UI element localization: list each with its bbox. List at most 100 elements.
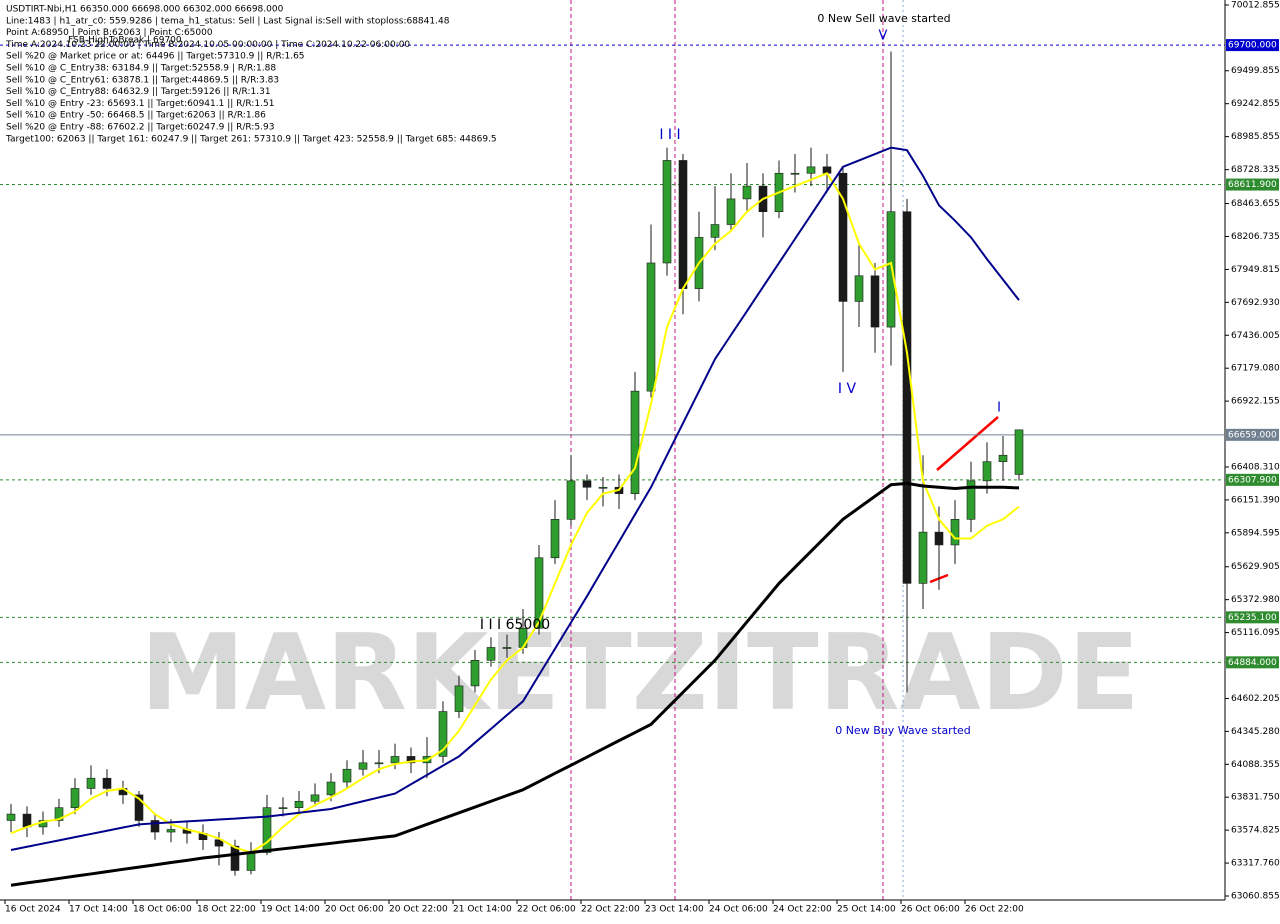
info-line: USDTIRT-Nbi,H1 66350.000 66698.000 66302… [6, 5, 284, 15]
candle-body [1014, 429, 1024, 475]
y-tick-label: 66922.155 [1231, 397, 1280, 407]
y-tick-label: 64345.280 [1231, 727, 1280, 737]
candle-body [646, 262, 656, 392]
candle-body [86, 777, 96, 789]
level-label-bg [1226, 473, 1279, 486]
y-tick-label: 63574.825 [1231, 826, 1280, 836]
candle-body [470, 659, 480, 687]
level-label-bg [1226, 611, 1279, 624]
y-tick-label: 67179.080 [1231, 364, 1280, 374]
candle-body [406, 756, 416, 764]
candle-body [278, 807, 288, 809]
trend-line [936, 416, 999, 471]
info-line: Sell %20 @ Entry -88: 67602.2 || Target:… [6, 123, 274, 133]
info-line: Sell %10 @ C_Entry61: 63878.1 || Target:… [6, 75, 279, 85]
x-tick-label: 18 Oct 06:00 [133, 905, 192, 915]
annotation: I I I [659, 127, 680, 143]
x-tick-label: 16 Oct 2024 [5, 905, 61, 915]
annotation: I V [838, 381, 857, 397]
y-tick-label: 65894.595 [1231, 528, 1280, 538]
level-label-bg [1226, 178, 1279, 191]
annotation: FSB-HighToBreak | 69700 [68, 36, 182, 46]
y-tick-label: 69242.855 [1231, 99, 1280, 109]
info-line: Time A:2024.10.23 22:00:00 | Time B:2024… [5, 40, 410, 50]
candle-body [70, 788, 80, 808]
candle-body [326, 781, 336, 796]
x-tick-label: 19 Oct 14:00 [261, 905, 320, 915]
x-tick-label: 24 Oct 06:00 [709, 905, 768, 915]
candle-body [310, 794, 320, 802]
y-tick-label: 67692.930 [1231, 298, 1280, 308]
candle-body [934, 531, 944, 546]
y-tick-label: 66151.390 [1231, 495, 1280, 505]
candle-body [6, 813, 16, 821]
candle-body [966, 480, 976, 520]
candle-body [630, 390, 640, 494]
info-line: Line:1483 | h1_atr_c0: 559.9286 | tema_h… [6, 16, 450, 26]
y-tick-label: 65372.980 [1231, 595, 1280, 605]
candle-body [838, 172, 848, 302]
candle-body [534, 557, 544, 629]
annotation: I [997, 401, 1001, 416]
candle-body [582, 480, 592, 488]
level-label: 66659.000 [1228, 430, 1277, 440]
info-line: Sell %10 @ Entry -23: 65693.1 || Target:… [6, 99, 274, 109]
x-tick-label: 21 Oct 14:00 [453, 905, 512, 915]
candle-body [982, 461, 992, 482]
x-tick-label: 22 Oct 06:00 [517, 905, 576, 915]
y-tick-label: 69499.855 [1231, 66, 1280, 76]
level-label: 66307.900 [1228, 475, 1277, 485]
x-tick-label: 26 Oct 06:00 [901, 905, 960, 915]
x-tick-label: 20 Oct 06:00 [325, 905, 384, 915]
info-line: Target100: 62063 || Target 161: 60247.9 … [5, 134, 497, 144]
candle-body [502, 647, 512, 649]
candle-body [438, 711, 448, 757]
candle-body [726, 198, 736, 225]
annotation: 0 New Sell wave started [817, 12, 950, 25]
candle-body [374, 762, 384, 765]
info-line: Point A:68950 | Point B:62063 | Point C:… [6, 28, 213, 38]
candle-body [806, 166, 816, 174]
level-label: 65235.100 [1228, 613, 1277, 623]
watermark: MARKETZITRADE [140, 612, 1139, 734]
candle-body [134, 794, 144, 821]
candle-body [246, 852, 256, 871]
y-tick-label: 64602.205 [1231, 694, 1280, 704]
moving-average [10, 146, 1020, 851]
candle-body [918, 531, 928, 584]
level-label: 68611.900 [1228, 180, 1277, 190]
candle-body [390, 756, 400, 764]
candle-body [550, 519, 560, 559]
candle-body [598, 486, 608, 489]
candle-body [870, 275, 880, 328]
annotation: 0 New Buy Wave started [835, 724, 971, 737]
candle-body [358, 762, 368, 770]
x-tick-label: 22 Oct 22:00 [581, 905, 640, 915]
candle-body [854, 275, 864, 302]
candle-body [678, 160, 688, 289]
x-tick-label: 17 Oct 14:00 [69, 905, 128, 915]
candle-body [294, 800, 304, 808]
y-tick-label: 68985.855 [1231, 132, 1280, 142]
candle-body [566, 480, 576, 520]
y-tick-label: 67949.815 [1231, 265, 1280, 275]
y-tick-label: 63831.750 [1231, 793, 1280, 803]
x-tick-label: 23 Oct 14:00 [645, 905, 704, 915]
level-label-bg [1226, 656, 1279, 669]
candle-body [886, 211, 896, 328]
candle-body [486, 647, 496, 661]
y-tick-label: 65629.905 [1231, 562, 1280, 572]
y-tick-label: 63060.855 [1231, 892, 1280, 902]
candle-body [662, 160, 672, 264]
candle-body [950, 519, 960, 546]
moving-average [10, 481, 1020, 887]
candle-body [166, 829, 176, 833]
y-tick-label: 68206.735 [1231, 232, 1280, 242]
candle-body [102, 777, 112, 789]
x-tick-label: 24 Oct 22:00 [773, 905, 832, 915]
candle-body [262, 807, 272, 853]
candle-body [790, 172, 800, 175]
info-line: Sell %20 @ Market price or at: 64496 || … [6, 52, 305, 62]
